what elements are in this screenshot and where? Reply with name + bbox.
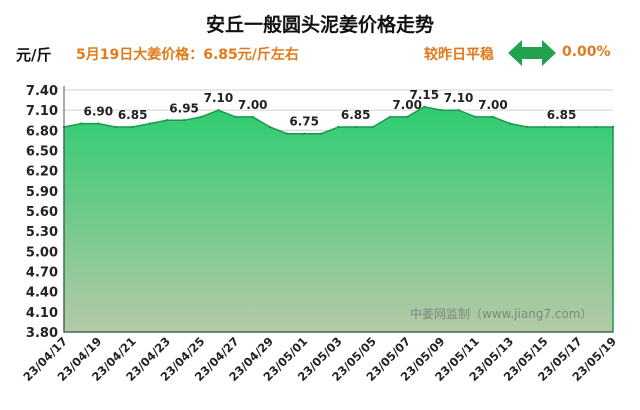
data-point <box>217 108 220 112</box>
data-label: 6.85 <box>118 108 148 122</box>
data-point <box>423 105 426 109</box>
data-point <box>182 119 186 122</box>
data-label: 7.10 <box>204 91 234 105</box>
data-point <box>526 125 529 129</box>
data-point <box>577 125 580 129</box>
data-point <box>457 108 460 112</box>
compare-label: 较昨日平稳 <box>424 47 494 63</box>
data-label: 7.00 <box>238 98 268 112</box>
data-point <box>354 125 357 129</box>
data-point <box>440 108 443 112</box>
data-point <box>611 125 615 129</box>
data-label: 6.95 <box>169 101 199 115</box>
data-point <box>594 125 598 129</box>
data-point <box>320 132 323 135</box>
y-tick-label: 7.10 <box>26 104 58 119</box>
data-point <box>234 115 237 119</box>
data-point <box>302 132 306 135</box>
data-point <box>371 125 375 129</box>
chart-title: 安丘一般圆头泥姜价格走势 <box>205 14 434 36</box>
data-label: 6.85 <box>547 108 577 122</box>
data-point <box>97 122 100 125</box>
unit-label: 元/斤 <box>16 46 52 64</box>
data-point <box>131 125 134 129</box>
y-tick-label: 5.60 <box>26 205 58 220</box>
data-label: 6.90 <box>84 105 114 119</box>
data-point <box>543 125 546 129</box>
data-point <box>405 115 409 119</box>
data-point <box>337 125 340 129</box>
y-tick-label: 5.00 <box>26 245 58 260</box>
y-tick-label: 6.50 <box>26 145 58 160</box>
y-tick-label: 7.40 <box>26 84 58 99</box>
data-label: 6.85 <box>341 108 371 122</box>
data-point <box>474 115 477 119</box>
data-label: 7.00 <box>392 98 422 112</box>
data-label: 6.75 <box>289 115 319 129</box>
data-point <box>491 115 495 119</box>
data-label: 7.15 <box>409 88 439 102</box>
price-summary: 5月19日大姜价格：6.85元/斤左右 <box>76 47 299 63</box>
double-arrow-icon <box>508 40 556 66</box>
y-tick-label: 6.20 <box>26 165 58 180</box>
data-point <box>200 115 203 119</box>
data-point <box>268 125 272 129</box>
data-point <box>508 122 512 125</box>
price-area <box>63 106 614 333</box>
watermark: 中姜网监制（www.jiang7.com） <box>410 306 592 321</box>
data-point <box>560 125 563 129</box>
data-point <box>114 125 117 129</box>
data-point <box>165 119 169 122</box>
y-tick-label: 4.70 <box>26 266 58 281</box>
data-point <box>285 132 289 135</box>
y-tick-label: 4.40 <box>26 286 58 301</box>
y-tick-label: 5.30 <box>26 225 58 240</box>
y-tick-label: 6.80 <box>26 124 58 139</box>
data-point <box>251 115 254 119</box>
y-tick-label: 5.90 <box>26 185 58 200</box>
data-label: 7.00 <box>478 98 508 112</box>
change-percent: 0.00% <box>562 44 611 60</box>
y-tick-label: 3.80 <box>26 326 58 341</box>
data-point <box>148 122 151 125</box>
data-label: 7.10 <box>444 91 474 105</box>
y-tick-label: 4.10 <box>26 306 58 321</box>
data-point <box>388 115 392 119</box>
data-point <box>79 122 83 125</box>
